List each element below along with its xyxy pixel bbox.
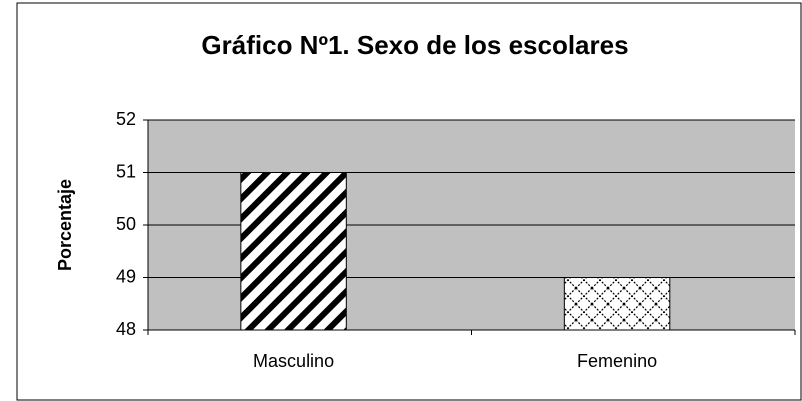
bar <box>563 277 671 331</box>
y-tick-label: 48 <box>116 319 136 339</box>
y-tick-label: 50 <box>116 214 136 234</box>
y-tick-label: 49 <box>116 266 136 286</box>
y-tick-label: 52 <box>116 109 136 129</box>
x-tick-label: Femenino <box>577 351 657 371</box>
chart-title: Gráfico Nº1. Sexo de los escolares <box>201 30 628 60</box>
bar <box>240 172 347 331</box>
x-tick-label: Masculino <box>253 351 334 371</box>
y-axis-label: Porcentaje <box>55 179 75 271</box>
y-tick-label: 51 <box>116 161 136 181</box>
